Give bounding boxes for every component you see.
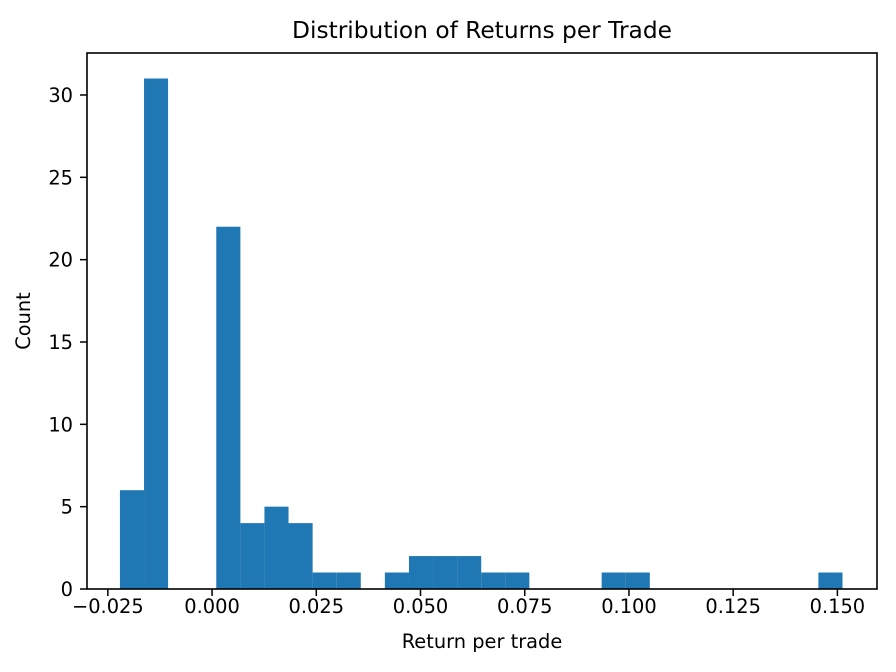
bars-group [119, 78, 843, 590]
x-tick-label: 0.125 [705, 595, 761, 618]
y-axis-label: Count [12, 292, 35, 350]
x-tick-label: −0.025 [72, 595, 144, 618]
histogram-bar [408, 556, 434, 589]
x-axis-ticks-group: −0.025 0.000 0.025 0.050 0.075 0.100 0.125 0.15… [72, 589, 865, 618]
histogram-bar [505, 572, 530, 589]
x-tick-label: 0.100 [601, 595, 657, 618]
histogram-bar [144, 78, 169, 590]
y-tick-label: 5 [61, 496, 73, 519]
y-tick-label: 20 [48, 249, 73, 272]
x-tick-label: 0.150 [810, 595, 866, 618]
histogram-bar [312, 572, 337, 589]
x-tick-label: 0.050 [393, 595, 449, 618]
y-tick-label: 10 [48, 413, 73, 436]
x-tick-label: 0.025 [289, 595, 345, 618]
histogram-bar [818, 572, 843, 589]
histogram-bar [384, 572, 409, 589]
x-tick-label: 0.075 [497, 595, 553, 618]
y-tick-label: 15 [48, 331, 73, 354]
histogram-bar [240, 523, 265, 589]
y-tick-label: 25 [48, 166, 73, 189]
histogram-bar [433, 556, 458, 589]
chart-title: Distribution of Returns per Trade [292, 17, 672, 44]
histogram-bar [457, 556, 482, 589]
x-axis-label: Return per trade [402, 630, 563, 653]
histogram-bar [288, 523, 313, 589]
y-tick-label: 0 [61, 578, 73, 601]
histogram-bar [216, 226, 241, 590]
y-axis-ticks-group: 0 5 10 15 20 25 30 [48, 84, 87, 601]
histogram-bar [625, 572, 650, 589]
histogram-bar [264, 506, 289, 589]
plot-border [86, 52, 878, 590]
histogram-bar [481, 572, 506, 589]
histogram-bar [336, 572, 361, 589]
histogram-bar [119, 490, 145, 589]
x-tick-label: 0.000 [184, 595, 240, 618]
y-tick-label: 30 [48, 84, 73, 107]
histogram-bar [601, 572, 626, 589]
